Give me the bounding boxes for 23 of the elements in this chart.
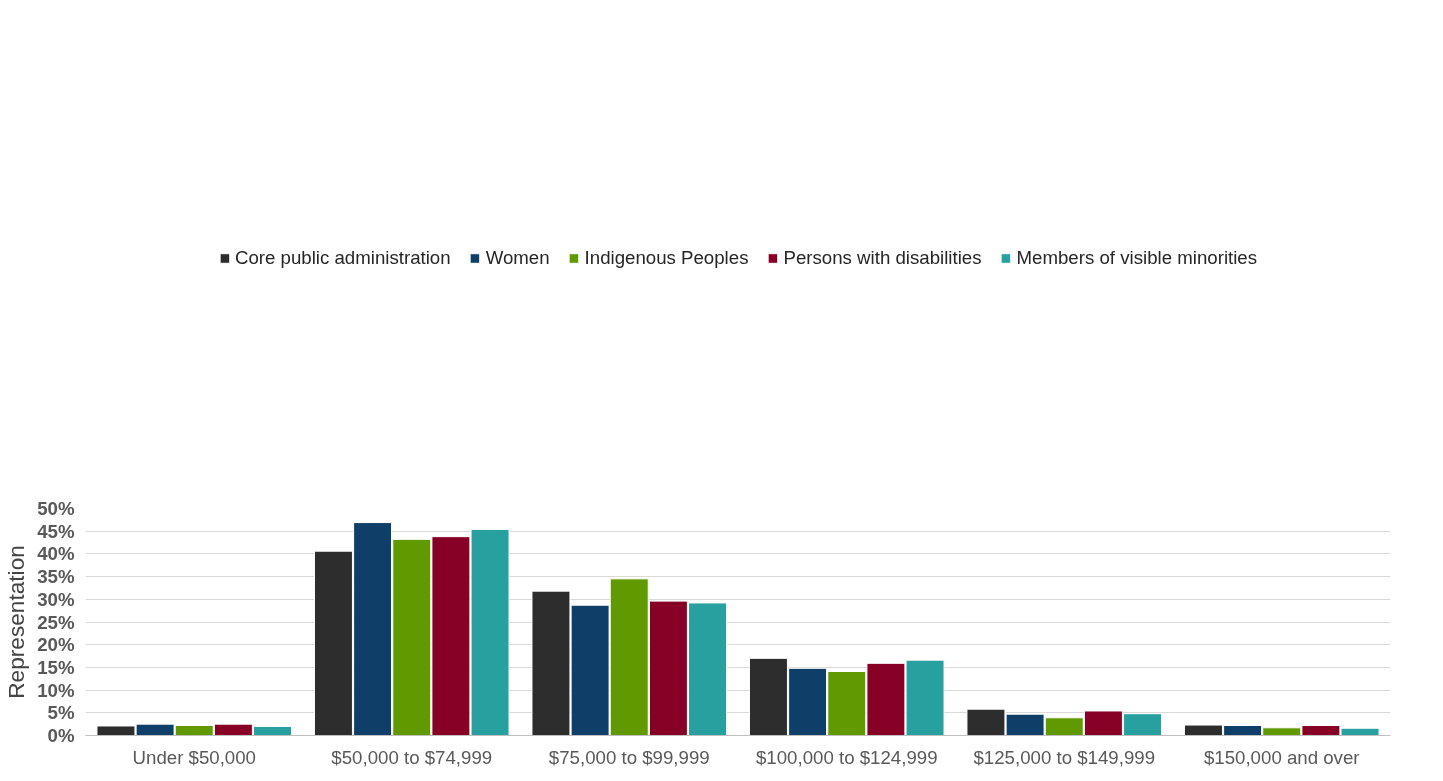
y-tick-label: 15% bbox=[37, 656, 75, 678]
y-tick-label: 10% bbox=[37, 679, 75, 701]
x-tick-label: $50,000 to $74,999 bbox=[331, 746, 493, 768]
legend-label: Indigenous Peoples bbox=[584, 247, 749, 269]
y-tick-label: 5% bbox=[47, 702, 75, 724]
y-tick-label: 40% bbox=[37, 543, 75, 565]
y-tick-label: 30% bbox=[37, 588, 75, 610]
y-tick-label: 45% bbox=[37, 520, 75, 542]
legend-label: Persons with disabilities bbox=[783, 247, 982, 269]
legend-label: Women bbox=[485, 247, 550, 269]
y-tick-label: 50% bbox=[37, 498, 75, 519]
y-tick-label: 20% bbox=[37, 634, 75, 656]
legend-label: Members of visible minorities bbox=[1016, 247, 1258, 269]
legend-label: Core public administration bbox=[234, 247, 451, 269]
x-tick-label: Under $50,000 bbox=[132, 746, 256, 768]
x-tick-label: $75,000 to $99,999 bbox=[548, 746, 710, 768]
x-tick-label: $125,000 to $149,999 bbox=[973, 746, 1156, 768]
y-tick-label: 35% bbox=[37, 566, 75, 588]
y-tick-label: 25% bbox=[37, 611, 75, 633]
y-axis-title: Representation bbox=[3, 545, 30, 699]
y-tick-label: 0% bbox=[47, 725, 75, 746]
x-tick-label: $100,000 to $124,999 bbox=[755, 746, 938, 768]
x-tick-label: $150,000 and over bbox=[1203, 746, 1360, 768]
